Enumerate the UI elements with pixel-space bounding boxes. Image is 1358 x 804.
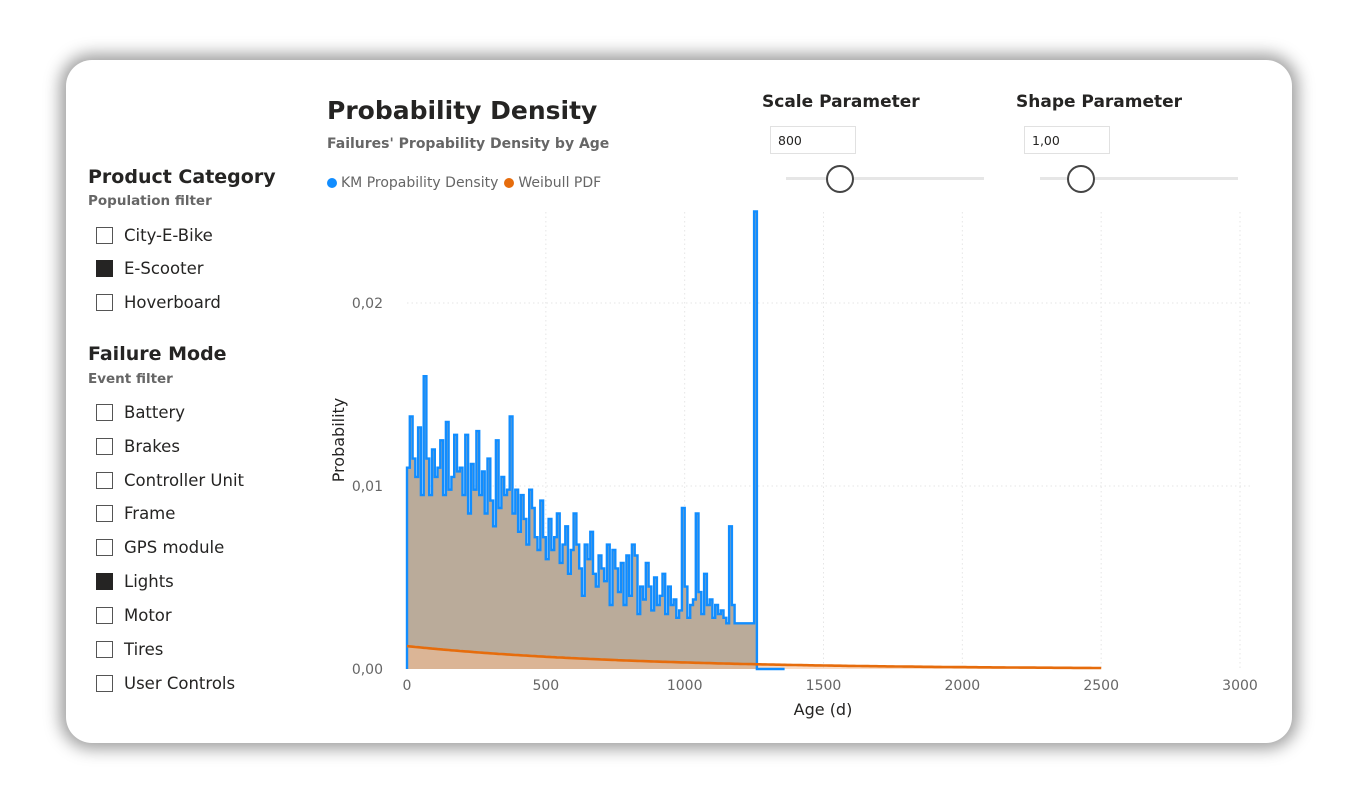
- slicer-item-label: Hoverboard: [124, 292, 221, 312]
- checkbox[interactable]: [96, 471, 113, 489]
- slicer-item-controller-unit[interactable]: Controller Unit: [96, 468, 244, 492]
- y-tick-label: 0,00: [352, 662, 383, 678]
- weibull-pdf-line: [406, 644, 1102, 670]
- y-tick-label: 0,02: [352, 296, 383, 312]
- shape-parameter-title: Shape Parameter: [1016, 92, 1183, 112]
- chart-legend: KM Propability Density Weibull PDF: [327, 175, 601, 191]
- checkbox[interactable]: [96, 226, 113, 244]
- product-category-title: Product Category: [88, 166, 276, 188]
- checkbox-checked[interactable]: [96, 572, 113, 590]
- product-category-subtitle: Population filter: [88, 193, 212, 209]
- failure-mode-title: Failure Mode: [88, 343, 227, 365]
- x-tick-label: 2500: [1083, 678, 1119, 694]
- checkbox[interactable]: [96, 538, 113, 556]
- y-axis-label: Probability: [329, 398, 348, 483]
- slicer-item-label: GPS module: [124, 537, 225, 557]
- chart-subtitle: Failures' Propability Density by Age: [327, 136, 610, 152]
- x-axis-label: Age (d): [794, 700, 853, 719]
- x-tick-label: 1500: [806, 678, 842, 694]
- checkbox[interactable]: [96, 293, 113, 311]
- slicer-item-city-e-bike[interactable]: City-E-Bike: [96, 223, 213, 247]
- slicer-item-label: E-Scooter: [124, 258, 204, 278]
- slicer-item-motor[interactable]: Motor: [96, 603, 172, 627]
- slicer-item-label: User Controls: [124, 673, 236, 693]
- weibull-area-layer: [407, 646, 1102, 669]
- x-tick-label: 1000: [667, 678, 703, 694]
- checkbox[interactable]: [96, 504, 113, 522]
- weibull-line-layer: [406, 644, 1102, 670]
- slicer-item-frame[interactable]: Frame: [96, 501, 175, 525]
- shape-slider-thumb[interactable]: [1067, 165, 1095, 193]
- km-area-layer: [407, 211, 785, 669]
- slicer-item-label: Tires: [124, 639, 164, 659]
- slicer-item-brakes[interactable]: Brakes: [96, 434, 180, 458]
- slicer-item-gps-module[interactable]: GPS module: [96, 535, 224, 559]
- x-tick-label: 0: [403, 678, 412, 694]
- shape-slider-track[interactable]: [1040, 177, 1238, 180]
- slicer-item-label: City-E-Bike: [124, 225, 213, 245]
- km-area: [407, 211, 785, 669]
- slicer-item-label: Battery: [124, 402, 186, 422]
- weibull-area: [407, 646, 1102, 669]
- scale-slider-track[interactable]: [786, 177, 984, 180]
- slicer-item-lights[interactable]: Lights: [96, 569, 174, 593]
- checkbox[interactable]: [96, 606, 113, 624]
- chart-axes: 0,00 0,01 0,02 0 500 1000 1500 2000 2500 3000: [352, 296, 1258, 694]
- km-line-layer: [405, 210, 785, 671]
- slicer-item-e-scooter[interactable]: E-Scooter: [96, 256, 204, 280]
- legend-label-weibull: Weibull PDF: [518, 175, 602, 191]
- slicer-item-label: Lights: [124, 571, 174, 591]
- slicer-item-label: Controller Unit: [124, 470, 244, 490]
- failure-mode-subtitle: Event filter: [88, 371, 173, 387]
- x-tick-label: 500: [532, 678, 559, 694]
- legend-dot-weibull: [504, 178, 515, 188]
- slicer-item-label: Brakes: [124, 436, 180, 456]
- checkbox[interactable]: [96, 640, 113, 658]
- shape-parameter-input[interactable]: [1024, 126, 1110, 154]
- x-tick-label: 2000: [945, 678, 981, 694]
- slicer-item-label: Motor: [124, 605, 172, 625]
- y-tick-label: 0,01: [352, 479, 383, 495]
- slicer-item-tires[interactable]: Tires: [96, 637, 163, 661]
- slicer-item-hoverboard[interactable]: Hoverboard: [96, 290, 221, 314]
- checkbox-checked[interactable]: [96, 259, 113, 277]
- slicer-item-user-controls[interactable]: User Controls: [96, 671, 235, 695]
- checkbox[interactable]: [96, 403, 113, 421]
- slicer-item-label: Frame: [124, 503, 176, 523]
- scale-slider-thumb[interactable]: [826, 165, 854, 193]
- checkbox[interactable]: [96, 437, 113, 455]
- x-tick-label: 3000: [1222, 678, 1258, 694]
- checkbox[interactable]: [96, 674, 113, 692]
- legend-label-km: KM Propability Density: [341, 175, 499, 191]
- chart-title: Probability Density: [327, 96, 598, 125]
- slicer-item-battery[interactable]: Battery: [96, 400, 185, 424]
- scale-parameter-input[interactable]: [770, 126, 856, 154]
- legend-dot-km: [327, 178, 337, 188]
- chart-grid: [407, 212, 1250, 669]
- km-step-line: [405, 210, 785, 671]
- scale-parameter-title: Scale Parameter: [762, 92, 920, 112]
